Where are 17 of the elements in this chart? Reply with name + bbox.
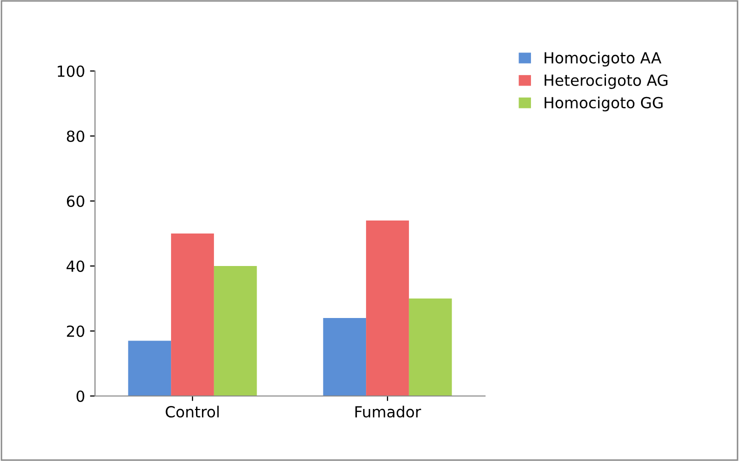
bar — [214, 266, 257, 396]
bar — [171, 234, 214, 396]
bar — [408, 298, 452, 396]
legend-label: Homocigoto GG — [544, 96, 663, 112]
y-tick-label: 20 — [66, 325, 84, 338]
x-tick-label: Fumador — [355, 406, 422, 418]
y-tick-label: 60 — [66, 195, 84, 208]
bar — [366, 220, 409, 396]
x-tick-label: Control — [166, 406, 219, 418]
y-tick-label: 40 — [66, 260, 84, 272]
bar — [323, 318, 366, 396]
legend-label: Heterocigoto AG — [544, 74, 668, 89]
y-tick-label: 80 — [66, 130, 84, 142]
y-tick-label: 0 — [76, 390, 84, 402]
y-tick-label: 100 — [58, 65, 84, 78]
legend-label: Homocigoto AA — [544, 52, 662, 67]
bar — [128, 340, 172, 396]
